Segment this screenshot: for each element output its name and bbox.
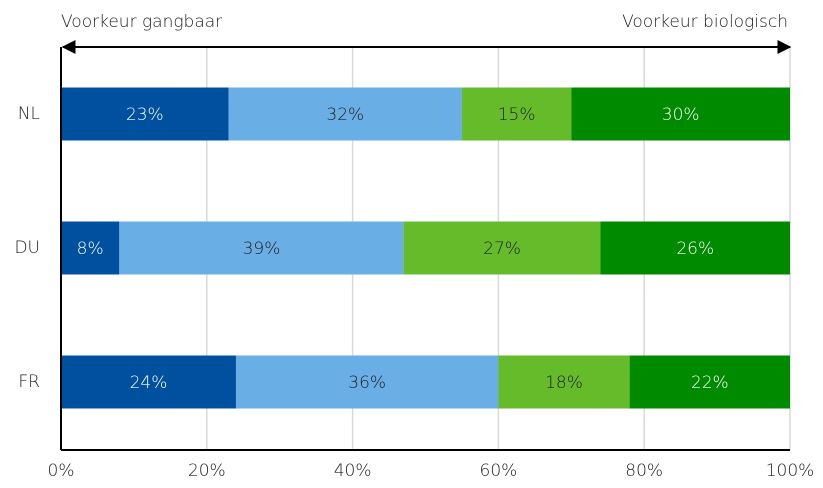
y-tick-label: DU bbox=[14, 238, 40, 258]
value-label: 22% bbox=[691, 373, 729, 393]
value-label: 8% bbox=[77, 239, 104, 259]
x-tick-label: 20% bbox=[188, 461, 226, 481]
y-tick-label: NL bbox=[18, 104, 40, 124]
bar-segment bbox=[403, 221, 601, 275]
bar-segment bbox=[61, 355, 236, 409]
value-label: 15% bbox=[498, 105, 536, 125]
x-tick-label: 60% bbox=[480, 461, 518, 481]
value-label: 30% bbox=[662, 105, 700, 125]
bar-segment bbox=[61, 87, 229, 141]
bar-segment bbox=[235, 355, 499, 409]
annotation-right: Voorkeur biologisch bbox=[622, 12, 788, 32]
bar-segment bbox=[629, 355, 790, 409]
bar-segment bbox=[61, 221, 120, 275]
bar-segment bbox=[571, 87, 790, 141]
x-tick-label: 0% bbox=[48, 461, 75, 481]
value-label: 36% bbox=[348, 373, 386, 393]
bars: 23% 32% 15% 30% 8% 39% 27% 26% 24% 36% 18% 22% bbox=[61, 87, 790, 409]
x-tick-label: 40% bbox=[334, 461, 372, 481]
bar-segment bbox=[600, 221, 790, 275]
value-label: 27% bbox=[483, 239, 521, 259]
x-tick-label: 80% bbox=[625, 461, 663, 481]
bar-segment bbox=[461, 87, 572, 141]
value-label: 23% bbox=[126, 105, 164, 125]
value-label: 39% bbox=[243, 239, 281, 259]
value-label: 32% bbox=[326, 105, 364, 125]
value-label: 24% bbox=[130, 373, 168, 393]
bar-segment bbox=[228, 87, 462, 141]
annotation-left: Voorkeur gangbaar bbox=[61, 12, 222, 32]
bar-segment bbox=[498, 355, 630, 409]
value-label: 26% bbox=[676, 239, 714, 259]
x-tick-label: 100% bbox=[766, 461, 815, 481]
value-label: 18% bbox=[545, 373, 583, 393]
bar-segment bbox=[119, 221, 404, 275]
y-tick-label: FR bbox=[18, 372, 40, 392]
